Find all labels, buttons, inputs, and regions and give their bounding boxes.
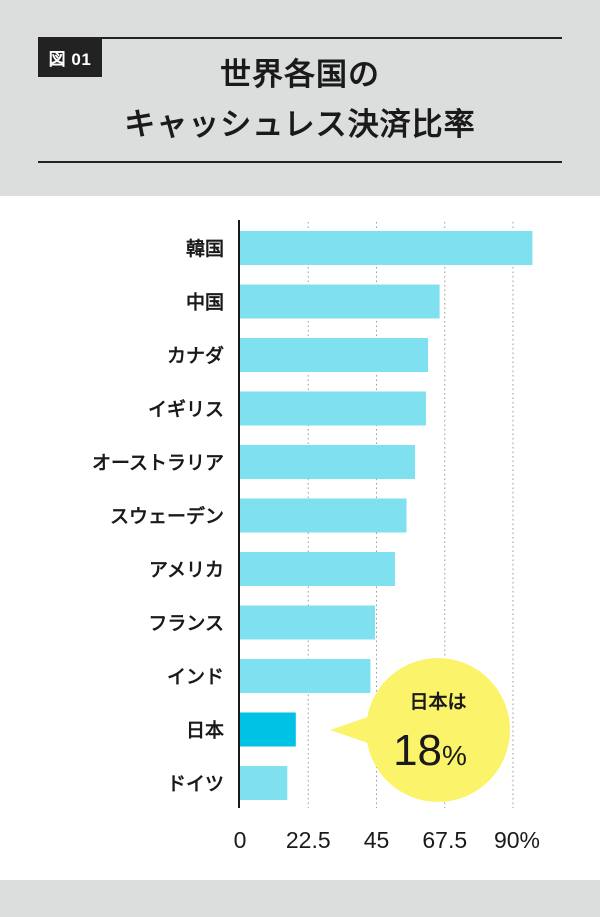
bar [240, 284, 440, 319]
bar [240, 712, 296, 747]
bubble-number: 18 [393, 726, 442, 775]
bar [240, 605, 375, 640]
category-label: カナダ [167, 344, 224, 367]
category-label: アメリカ [149, 559, 224, 581]
category-label: イギリス [148, 399, 224, 421]
category-label: 日本 [186, 719, 224, 742]
bottom-rule [38, 161, 562, 163]
category-label: ドイツ [167, 773, 224, 795]
category-label: 韓国 [186, 237, 224, 260]
header: 図 01 世界各国の キャッシュレス決済比率 [0, 0, 600, 196]
bars [240, 231, 533, 800]
category-label: スウェーデン [110, 505, 224, 528]
figure-tag: 図 01 [38, 37, 102, 77]
bar [240, 659, 371, 693]
bar [240, 231, 533, 265]
bar [240, 338, 429, 372]
title-line-1: 世界各国の [220, 57, 380, 93]
bar [240, 498, 407, 533]
category-label: フランス [148, 613, 224, 635]
x-tick-label: 45 [364, 827, 390, 853]
bubble-circle [366, 658, 510, 802]
bubble-label: 日本は [409, 690, 466, 713]
category-label: 中国 [186, 291, 224, 314]
callout-bubble: 日本は 18% [330, 658, 510, 802]
category-label: インド [167, 666, 224, 688]
x-tick-label: 22.5 [286, 827, 331, 853]
bar [240, 766, 288, 800]
bottom-band [0, 880, 600, 917]
x-tick-labels: 0 22.5 45 67.5 90% [234, 827, 540, 853]
x-tick-label: 0 [234, 827, 247, 853]
bubble-unit: % [442, 740, 467, 771]
top-rule [38, 37, 562, 39]
bar [240, 445, 416, 479]
x-tick-label: 90% [494, 827, 540, 853]
title-line-2: キャッシュレス決済比率 [124, 107, 476, 143]
bar [240, 391, 426, 426]
bubble-value: 18% [393, 726, 467, 775]
bar [240, 552, 396, 586]
x-tick-label: 67.5 [422, 827, 467, 853]
category-label: オーストラリア [92, 452, 224, 474]
